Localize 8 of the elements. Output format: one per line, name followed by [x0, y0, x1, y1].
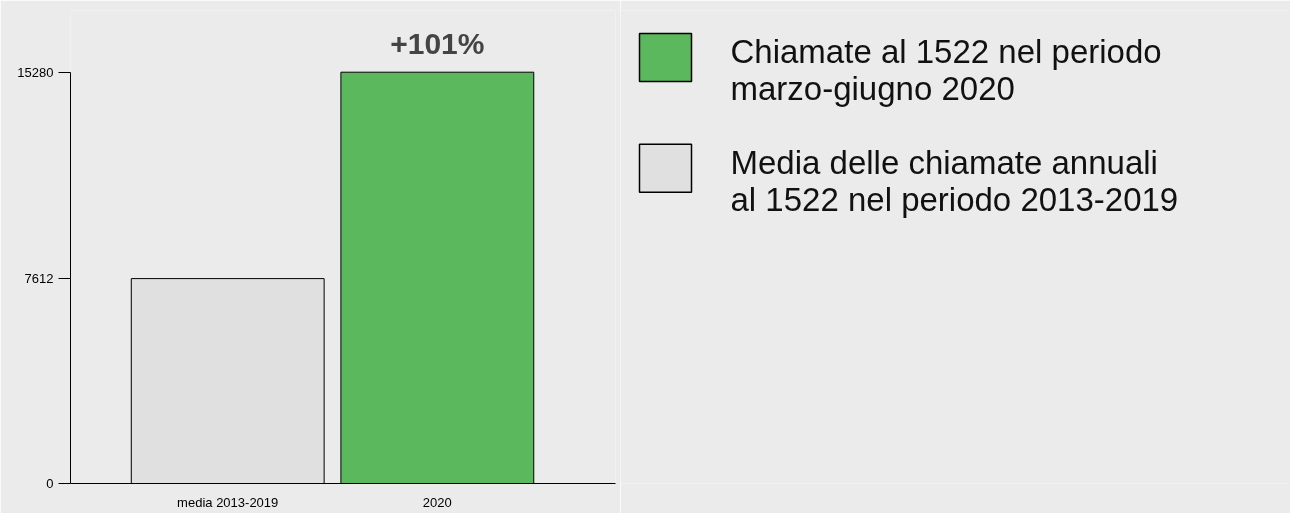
annotation: +101%	[390, 27, 485, 61]
y-tick-label: 7612	[24, 271, 54, 287]
legend-label: Chiamate al 1522 nel periodo marzo-giugno 2020	[730, 33, 1162, 108]
y-tick-label: 15280	[17, 64, 54, 80]
x-tick-label: 2020	[422, 494, 452, 510]
x-tick-label: media 2013-2019	[177, 494, 279, 510]
y-tick-label: 0	[46, 476, 54, 491]
legend-label: Media delle chiamate annuali al 1522 nel periodo 2013-2019	[730, 144, 1179, 219]
